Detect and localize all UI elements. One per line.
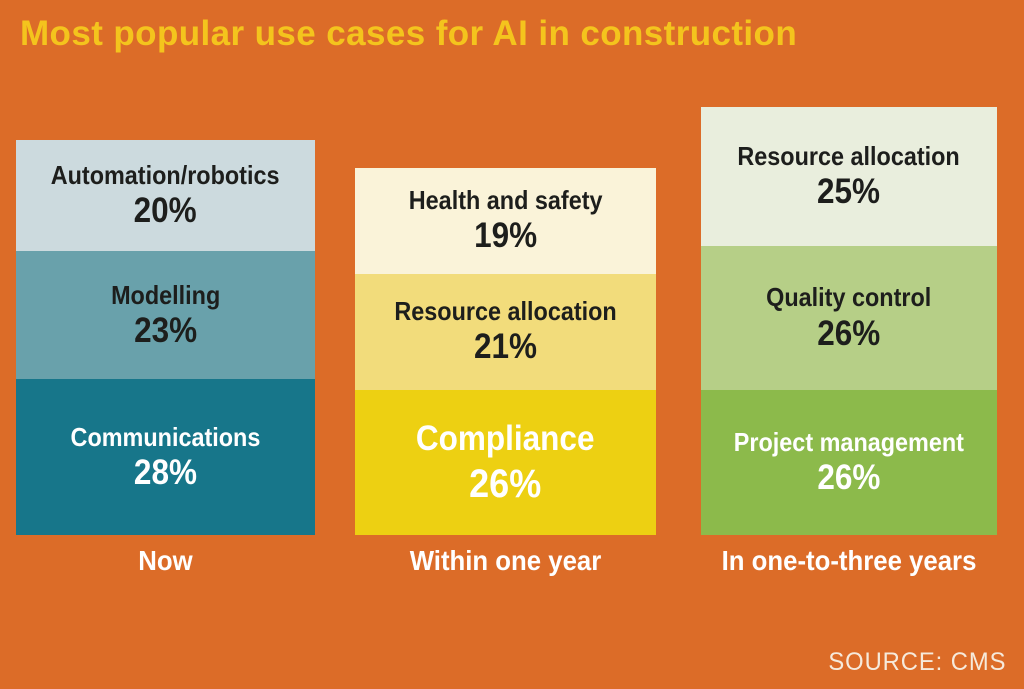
segment-label: Communications <box>70 421 261 452</box>
column-within-one-year: Health and safety 19% Resource allocatio… <box>355 168 656 576</box>
segment-text: Compliance 26% <box>416 419 595 507</box>
segment-label: Resource allocation <box>737 140 961 171</box>
segment-text: Resource allocation 25% <box>737 140 961 211</box>
segment-label: Automation/robotics <box>51 160 280 191</box>
column-label-within-one-year: Within one year <box>409 545 602 576</box>
column-one-to-three-years: Resource allocation 25% Quality control … <box>701 106 997 576</box>
segment-label: Compliance <box>416 418 595 458</box>
segment-text: Automation/robotics 20% <box>51 160 280 231</box>
bar-stack-within-one-year: Health and safety 19% Resource allocatio… <box>355 168 656 535</box>
segment-text: Quality control 26% <box>766 282 932 353</box>
segment-resource-allocation-three-years: Resource allocation 25% <box>701 106 997 246</box>
segment-label: Modelling <box>110 279 221 310</box>
source-credit: SOURCE: CMS <box>827 648 1006 676</box>
segment-value: 26% <box>817 313 881 353</box>
chart-title: Most popular use cases for AI in constru… <box>20 14 798 53</box>
bar-stack-one-to-three-years: Resource allocation 25% Quality control … <box>701 106 997 535</box>
segment-resource-allocation-one-year: Resource allocation 21% <box>355 273 656 391</box>
segment-value: 19% <box>473 216 538 256</box>
column-label-now: Now <box>138 545 193 576</box>
segment-value: 26% <box>469 461 542 506</box>
segment-value: 20% <box>133 191 198 231</box>
segment-modelling: Modelling 23% <box>16 251 315 380</box>
segment-label: Resource allocation <box>394 296 617 327</box>
segment-quality-control: Quality control 26% <box>701 245 997 391</box>
segment-value: 28% <box>133 452 198 492</box>
segment-text: Modelling 23% <box>110 279 221 350</box>
segment-label: Quality control <box>766 282 932 313</box>
segment-automation-robotics: Automation/robotics 20% <box>16 140 315 252</box>
segment-text: Resource allocation 21% <box>394 296 617 367</box>
segment-health-and-safety: Health and safety 19% <box>355 168 656 274</box>
segment-value: 23% <box>133 310 198 350</box>
segment-communications: Communications 28% <box>16 379 315 535</box>
segment-project-management: Project management 26% <box>701 390 997 535</box>
segment-text: Health and safety 19% <box>408 185 603 256</box>
segment-value: 21% <box>473 327 538 367</box>
column-label-one-to-three-years: In one-to-three years <box>721 545 977 576</box>
segment-compliance: Compliance 26% <box>355 390 656 535</box>
segment-value: 26% <box>817 458 881 498</box>
segment-label: Project management <box>733 427 965 458</box>
segment-label: Health and safety <box>408 185 603 216</box>
segment-text: Project management 26% <box>733 427 965 498</box>
column-now: Automation/robotics 20% Modelling 23% Co… <box>16 140 315 576</box>
bar-stack-now: Automation/robotics 20% Modelling 23% Co… <box>16 140 315 535</box>
segment-value: 25% <box>817 171 881 211</box>
segment-text: Communications 28% <box>70 421 261 492</box>
